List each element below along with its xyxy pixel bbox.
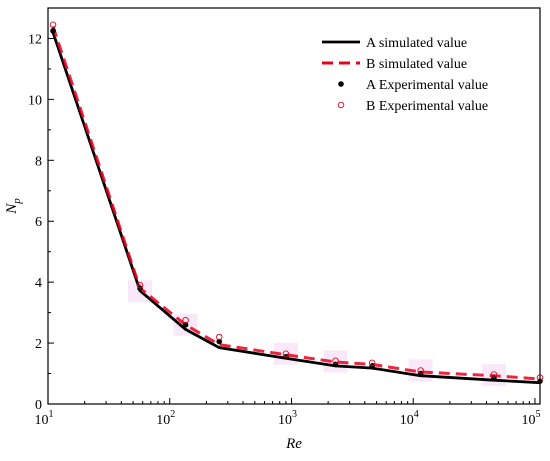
point-b-experimental-5 — [332, 357, 339, 364]
x-tick-label-base-0: 10 — [35, 413, 49, 428]
x-axis-title: Re — [285, 436, 302, 452]
point-b-experimental-0 — [49, 21, 57, 29]
x-tick-label-4: 105 — [521, 409, 540, 428]
y-tick-label-6: 12 — [28, 32, 42, 47]
x-tick-label-exp-4: 5 — [535, 409, 540, 420]
legend-label-1: B simulated value — [366, 57, 467, 72]
y-axis-title-sub: p — [11, 198, 23, 205]
series-line-b-simulated — [51, 25, 541, 381]
y-tick-label-2: 4 — [35, 276, 42, 291]
x-tick-label-exp-2: 3 — [292, 409, 297, 420]
legend: A simulated value B simulated value A Expe… — [322, 36, 488, 114]
shading-layer — [128, 280, 506, 387]
legend-item-0: A simulated value — [322, 36, 467, 51]
series-layer — [49, 21, 544, 385]
point-b-experimental-1 — [136, 281, 144, 289]
point-b-experimental-7 — [417, 367, 424, 374]
point-a-experimental-2 — [182, 322, 189, 328]
legend-swatch-3 — [337, 101, 345, 109]
x-tick-label-base-3: 10 — [400, 413, 414, 428]
legend-item-2: A Experimental value — [338, 78, 488, 93]
y-tick-label-0: 0 — [35, 398, 42, 413]
point-b-experimental-3 — [215, 333, 223, 341]
y-axis-title-main: N — [4, 203, 20, 215]
point-a-experimental-3 — [216, 338, 223, 345]
x-tick-label-exp-0: 1 — [49, 409, 54, 420]
y-axis-title: Np — [4, 198, 23, 215]
y-tick-label-3: 6 — [35, 215, 42, 230]
x-tick-label-base-2: 10 — [278, 413, 292, 428]
series-0 — [51, 31, 541, 385]
x-tick-label-base-1: 10 — [156, 413, 170, 428]
plot-frame — [47, 7, 541, 405]
x-tick-label-1: 102 — [156, 409, 175, 428]
point-a-experimental-0 — [50, 28, 56, 34]
y-tick-label-5: 10 — [28, 93, 42, 108]
legend-label-0: A simulated value — [366, 36, 467, 51]
x-tick-label-3: 104 — [400, 409, 419, 428]
series-1 — [51, 25, 541, 381]
legend-swatch-2 — [338, 81, 344, 87]
series-line-a-simulated — [51, 31, 541, 385]
legend-item-1: B simulated value — [322, 57, 467, 72]
y-tick-label-1: 2 — [35, 337, 42, 352]
legend-item-3: B Experimental value — [337, 99, 488, 114]
x-tick-label-2: 103 — [278, 409, 297, 428]
x-tick-label-0: 101 — [35, 409, 54, 428]
point-b-experimental-8 — [490, 371, 498, 378]
ticks-layer — [47, 37, 536, 405]
x-tick-label-base-4: 10 — [521, 413, 535, 428]
x-tick-label-exp-1: 2 — [170, 409, 175, 420]
x-tick-label-exp-3: 4 — [414, 409, 419, 420]
series-3 — [49, 21, 544, 381]
y-tick-label-4: 8 — [35, 154, 42, 169]
legend-label-3: B Experimental value — [366, 99, 488, 114]
legend-label-2: A Experimental value — [366, 78, 488, 93]
point-b-experimental-2 — [182, 316, 189, 324]
point-b-experimental-6 — [368, 359, 376, 367]
point-b-experimental-4 — [282, 350, 290, 357]
